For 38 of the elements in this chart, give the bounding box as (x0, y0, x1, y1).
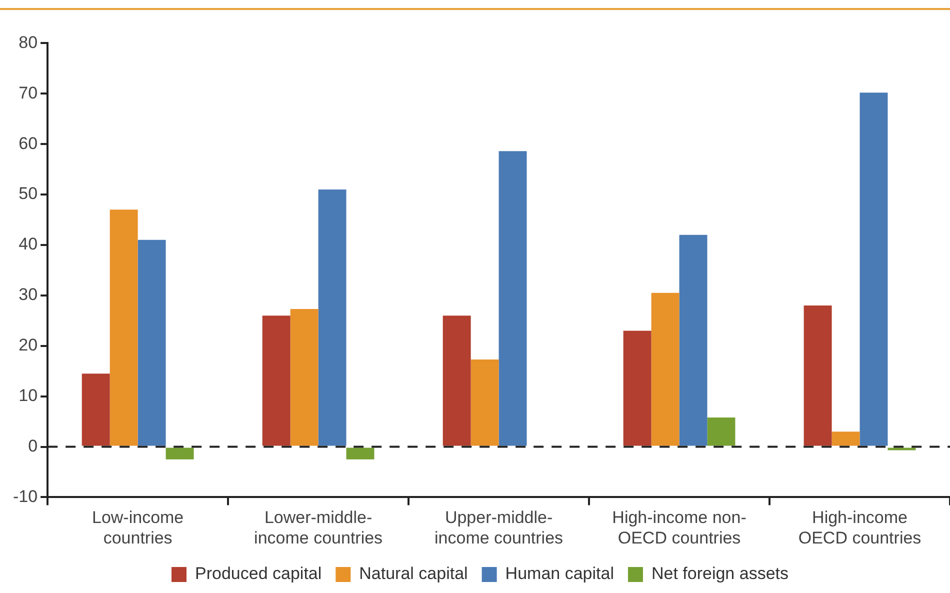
bar (290, 309, 318, 446)
bar (679, 234, 708, 446)
x-tick-label: High-income non- OECD countries (612, 508, 746, 548)
y-tick-label: -10 (12, 486, 38, 506)
y-tick-label: 60 (18, 134, 38, 153)
y-tick-label: 30 (18, 285, 38, 304)
legend-label: Produced capital (195, 564, 322, 584)
legend-label: Natural capital (359, 564, 468, 584)
bar (888, 448, 916, 450)
y-tick-label: 20 (18, 336, 38, 355)
bar (832, 432, 860, 446)
x-tick-label: High-income OECD countries (798, 508, 922, 548)
legend-label: Human capital (505, 564, 614, 584)
bar (110, 210, 138, 446)
x-tick-label: Low-income countries (92, 508, 184, 548)
bar (804, 306, 832, 446)
bar (470, 359, 499, 446)
x-tick-label: Upper-middle- income countries (434, 508, 564, 548)
y-tick-label: 70 (18, 83, 38, 102)
bar (707, 418, 736, 446)
bar (442, 316, 471, 446)
bar (262, 316, 290, 446)
bar (318, 189, 346, 446)
y-tick-label: 0 (28, 436, 38, 456)
x-tick-label: Lower-middle- income countries (254, 508, 383, 548)
legend-label: Net foreign assets (651, 564, 788, 584)
bar (498, 151, 527, 446)
bar (138, 240, 166, 446)
bar (623, 330, 652, 446)
y-tick-label: 50 (18, 184, 38, 204)
y-tick-label: 10 (18, 386, 38, 405)
bar (82, 374, 110, 446)
bar (860, 92, 888, 446)
y-tick-label: 40 (18, 234, 38, 254)
bar (651, 292, 680, 446)
bar (346, 448, 374, 460)
y-tick-label: 80 (18, 32, 38, 52)
bar (166, 448, 194, 460)
